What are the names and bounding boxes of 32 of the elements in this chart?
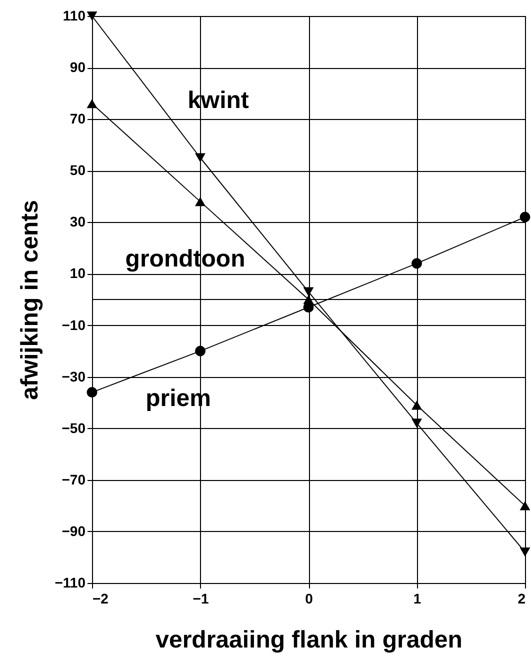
x-tick-label: −2: [92, 590, 109, 606]
point: [86, 99, 98, 108]
y-axis-title: afwijking in cents: [16, 200, 44, 400]
y-tick-label: 30: [70, 214, 86, 230]
point: [520, 501, 530, 510]
y-tick-label: 50: [70, 162, 86, 178]
point: [195, 197, 206, 206]
y-tick-label: −30: [62, 368, 86, 384]
point: [195, 153, 206, 162]
x-tick-label: 2: [518, 590, 526, 606]
x-tick-label: 0: [305, 590, 314, 606]
y-tick-label: 10: [70, 265, 86, 282]
point: [195, 346, 206, 356]
y-tick-label: 90: [70, 59, 86, 76]
y-tick-label: −10: [62, 316, 86, 333]
y-tick-label: −70: [62, 471, 86, 488]
x-tick-label: −1: [192, 590, 209, 606]
x-axis-title: verdraaiing flank in graden: [156, 626, 462, 654]
x-tick-label: 1: [413, 590, 422, 606]
point: [303, 287, 314, 296]
point: [520, 212, 530, 222]
point: [412, 258, 422, 269]
point: [520, 548, 530, 557]
y-tick-label: −90: [62, 522, 86, 539]
y-tick-label: 110: [62, 8, 86, 24]
y-tick-label: −50: [62, 420, 86, 436]
point: [412, 400, 422, 410]
point: [86, 387, 98, 398]
y-tick-label: 70: [70, 110, 86, 127]
y-tick-label: −110: [54, 574, 86, 590]
point: [86, 11, 98, 21]
point: [412, 418, 422, 428]
